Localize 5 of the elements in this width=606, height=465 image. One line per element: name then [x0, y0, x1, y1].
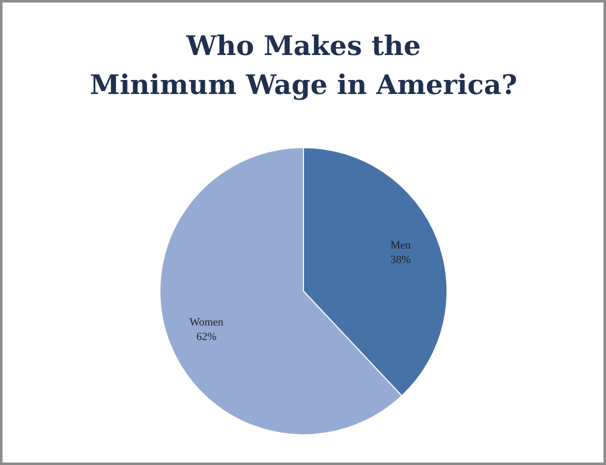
- data-label: 38%: [390, 254, 411, 266]
- data-label: 62%: [196, 330, 217, 343]
- chart-title: Who Makes the Minimum Wage in America?: [90, 31, 518, 101]
- slice-label: Men: [390, 239, 412, 252]
- slice-label: Women: [189, 316, 224, 328]
